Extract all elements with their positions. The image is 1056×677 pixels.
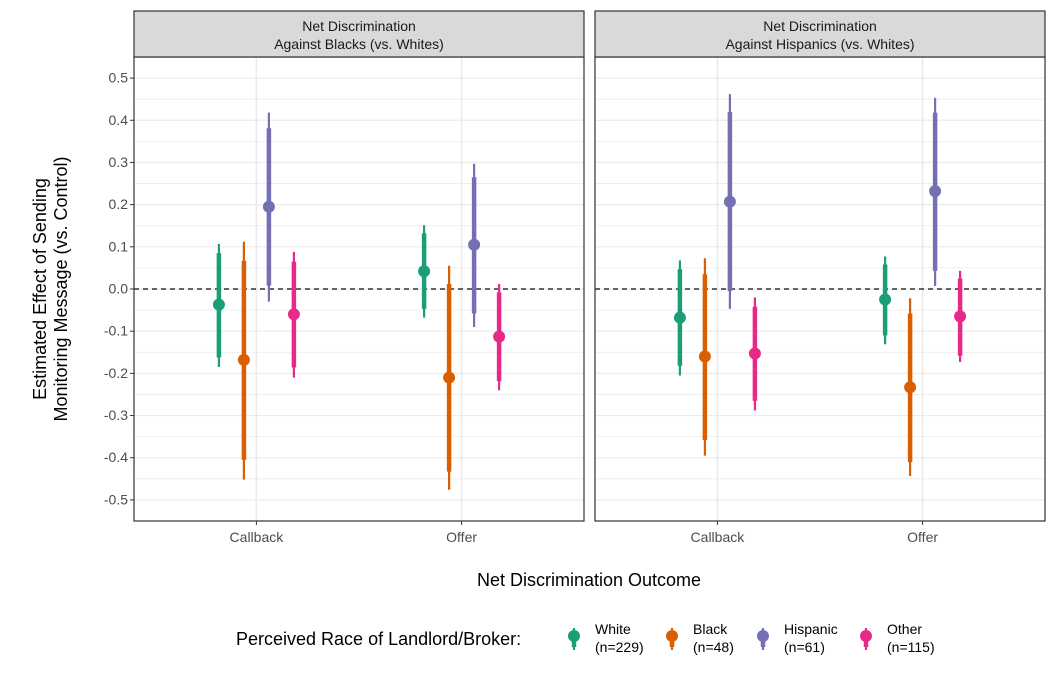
x-tick-label: Callback	[230, 529, 285, 545]
x-tick-label: Callback	[691, 529, 746, 545]
point-estimate-hispanic	[468, 238, 481, 251]
legend-label-white: White	[595, 621, 631, 637]
legend: Perceived Race of Landlord/Broker: White (…	[236, 621, 935, 655]
y-tick-label: -0.2	[104, 365, 128, 381]
legend-label-hispanic: Hispanic	[784, 621, 838, 637]
point-estimate-other	[954, 310, 967, 323]
y-tick-label: -0.4	[104, 449, 128, 465]
facet-panel-1: Net Discrimination Against Blacks (vs. Wh…	[133, 10, 585, 545]
legend-label-black: Black	[693, 621, 728, 637]
facet-strip	[133, 10, 585, 58]
point-estimate-black	[698, 350, 711, 363]
legend-key-point-hispanic	[757, 630, 769, 642]
legend-count-hispanic: (n=61)	[784, 639, 825, 655]
y-axis-title: Estimated Effect of SendingMonitoring Me…	[30, 156, 71, 421]
x-tick-label: Offer	[446, 529, 477, 545]
facet-strip	[594, 10, 1046, 58]
legend-title: Perceived Race of Landlord/Broker:	[236, 629, 521, 649]
legend-label-other: Other	[887, 621, 922, 637]
y-tick-label: 0.3	[109, 154, 129, 170]
y-axis-title-line2: Monitoring Message (vs. Control)	[51, 156, 71, 421]
y-tick-label: 0.4	[109, 112, 129, 128]
legend-count-other: (n=115)	[887, 639, 935, 655]
point-estimate-other	[287, 308, 300, 321]
legend-count-black: (n=48)	[693, 639, 734, 655]
point-estimate-black	[904, 381, 917, 394]
facet-title-line1: Net Discrimination	[763, 18, 877, 34]
point-estimate-white	[212, 298, 225, 311]
y-tick-label: 0.1	[109, 238, 129, 254]
point-estimate-hispanic	[262, 200, 275, 213]
facet-title-line2: Against Hispanics (vs. Whites)	[725, 36, 914, 52]
x-axis-title: Net Discrimination Outcome	[477, 570, 701, 590]
point-estimate-black	[443, 371, 456, 384]
facet-title-line2: Against Blacks (vs. Whites)	[274, 36, 444, 52]
point-estimate-white	[673, 311, 686, 324]
y-tick-label: 0.2	[109, 196, 129, 212]
legend-key-point-other	[860, 630, 872, 642]
point-estimate-other	[748, 347, 761, 360]
point-estimate-hispanic	[929, 185, 942, 198]
y-tick-label: -0.1	[104, 323, 128, 339]
x-tick-label: Offer	[907, 529, 938, 545]
facet-panel-2: Net Discrimination Against Hispanics (vs.…	[594, 10, 1046, 545]
point-estimate-white	[418, 265, 431, 278]
legend-key-point-white	[568, 630, 580, 642]
point-estimate-other	[493, 330, 506, 343]
point-estimate-white	[879, 293, 892, 306]
legend-key-point-black	[666, 630, 678, 642]
facet-title-line1: Net Discrimination	[302, 18, 416, 34]
y-tick-label: 0.0	[109, 281, 129, 297]
point-estimate-black	[237, 353, 250, 366]
y-tick-label: -0.3	[104, 407, 128, 423]
y-tick-label: -0.5	[104, 491, 128, 507]
point-estimate-hispanic	[723, 195, 736, 208]
y-axis-title-line1: Estimated Effect of Sending	[30, 178, 50, 400]
y-tick-label: 0.5	[109, 70, 129, 86]
legend-count-white: (n=229)	[595, 639, 644, 655]
